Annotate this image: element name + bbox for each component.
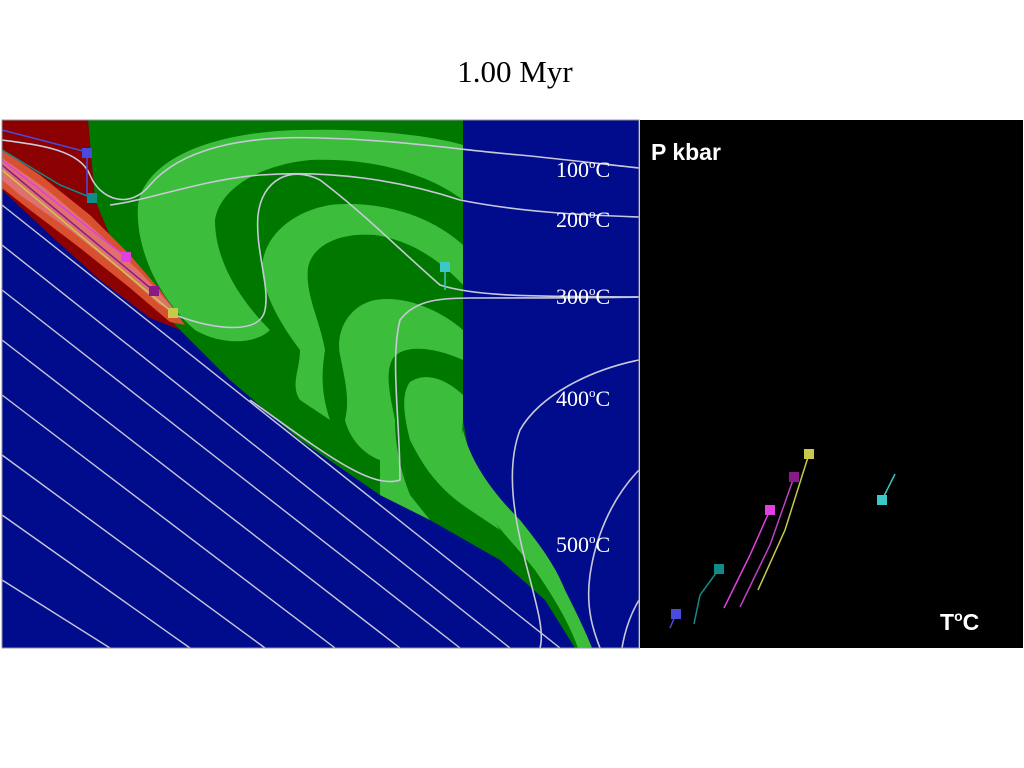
isotherm-label-400: 400oC: [556, 385, 610, 411]
marker-4: [149, 286, 159, 296]
section-markers: [1, 129, 450, 318]
model-panel: 100oC 200oC 300oC 400oC 500oC: [1, 119, 640, 649]
marker-1: [82, 148, 92, 158]
isotherm-label-200: 200oC: [556, 206, 610, 232]
pt-marker-1: [671, 609, 681, 619]
pt-marker-3: [765, 505, 775, 515]
mantle-isotherms: [1, 204, 561, 649]
pt-marker-2: [714, 564, 724, 574]
time-title: 1.00 Myr: [457, 54, 573, 89]
marker-6: [440, 262, 450, 272]
marker-5: [168, 308, 178, 318]
pt-panel: P kbar ToC: [640, 120, 1023, 648]
isotherm-label-500: 500oC: [556, 531, 610, 557]
marker-3: [121, 252, 131, 262]
wedge-light-green-bands: [137, 129, 592, 648]
isotherm-label-100: 100oC: [556, 156, 610, 182]
pt-marker-4: [789, 472, 799, 482]
isotherms: [1, 136, 640, 649]
marker-2: [87, 193, 97, 203]
pt-markers: [671, 449, 887, 619]
pt-paths: [669, 453, 896, 629]
pressure-axis-label: P kbar: [651, 139, 721, 165]
pt-background: [640, 120, 1023, 648]
pt-marker-5: [804, 449, 814, 459]
isotherm-label-300: 300oC: [556, 283, 610, 309]
pt-marker-6: [877, 495, 887, 505]
temperature-axis-label: ToC: [940, 608, 979, 635]
